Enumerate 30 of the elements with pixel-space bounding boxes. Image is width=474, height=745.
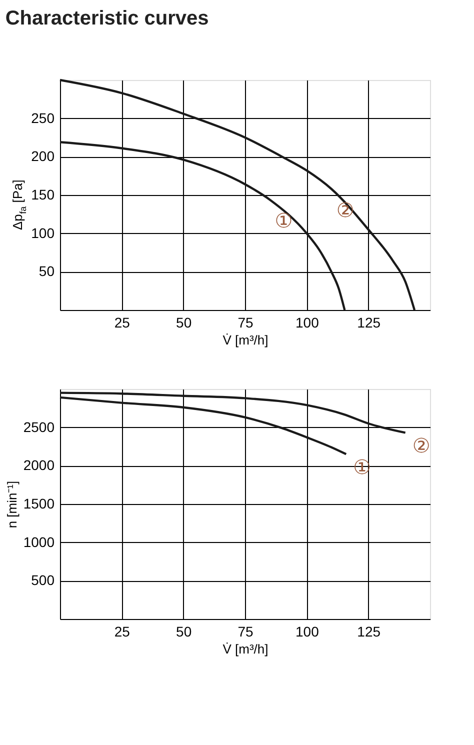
- x-tick-label: 125: [357, 624, 381, 640]
- annotation: ②: [336, 198, 354, 222]
- x-tick-label: 50: [176, 624, 192, 640]
- x-tick-label: 25: [114, 624, 130, 640]
- y-axis-title: Δpfa [Pa]: [10, 180, 28, 230]
- y-tick-label: 150: [31, 186, 55, 202]
- annotation: ②: [412, 434, 430, 458]
- x-tick-label: 125: [357, 314, 381, 330]
- y-tick-label: 500: [31, 572, 55, 588]
- line-series: [58, 396, 348, 456]
- chart-title: Characteristic curves: [5, 7, 209, 30]
- x-axis-title: V̇ [m³/h]: [222, 332, 268, 348]
- y-tick-label: 2000: [23, 457, 55, 474]
- x-axis-title: V̇ [m³/h]: [222, 642, 268, 656]
- x-tick-label: 25: [114, 314, 130, 330]
- x-tick-label: 75: [238, 624, 254, 640]
- y-tick-label: 1500: [23, 496, 55, 512]
- y-axis-title: n [min⁻¹]: [4, 480, 20, 528]
- y-tick-label: 50: [38, 263, 55, 280]
- x-tick-label: 100: [295, 624, 320, 640]
- y-tick-label: 100: [31, 224, 55, 241]
- y-tick-label: 1000: [23, 534, 55, 550]
- x-tick-label: 50: [176, 314, 192, 330]
- x-tick-label: 75: [238, 314, 254, 330]
- line-series: [58, 392, 406, 434]
- y-tick-label: 200: [31, 148, 55, 164]
- annotation: ①: [274, 208, 293, 233]
- y-tick-label: 250: [31, 110, 55, 126]
- x-tick-label: 100: [295, 314, 320, 330]
- y-tick-label: 2500: [23, 418, 55, 435]
